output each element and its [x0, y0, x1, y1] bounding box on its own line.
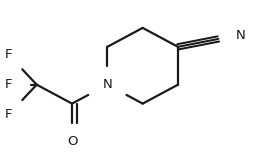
Text: N: N [236, 29, 246, 42]
Text: F: F [4, 78, 12, 91]
Text: F: F [4, 48, 12, 61]
Text: N: N [102, 78, 112, 91]
Text: F: F [4, 108, 12, 122]
Text: O: O [67, 135, 77, 148]
